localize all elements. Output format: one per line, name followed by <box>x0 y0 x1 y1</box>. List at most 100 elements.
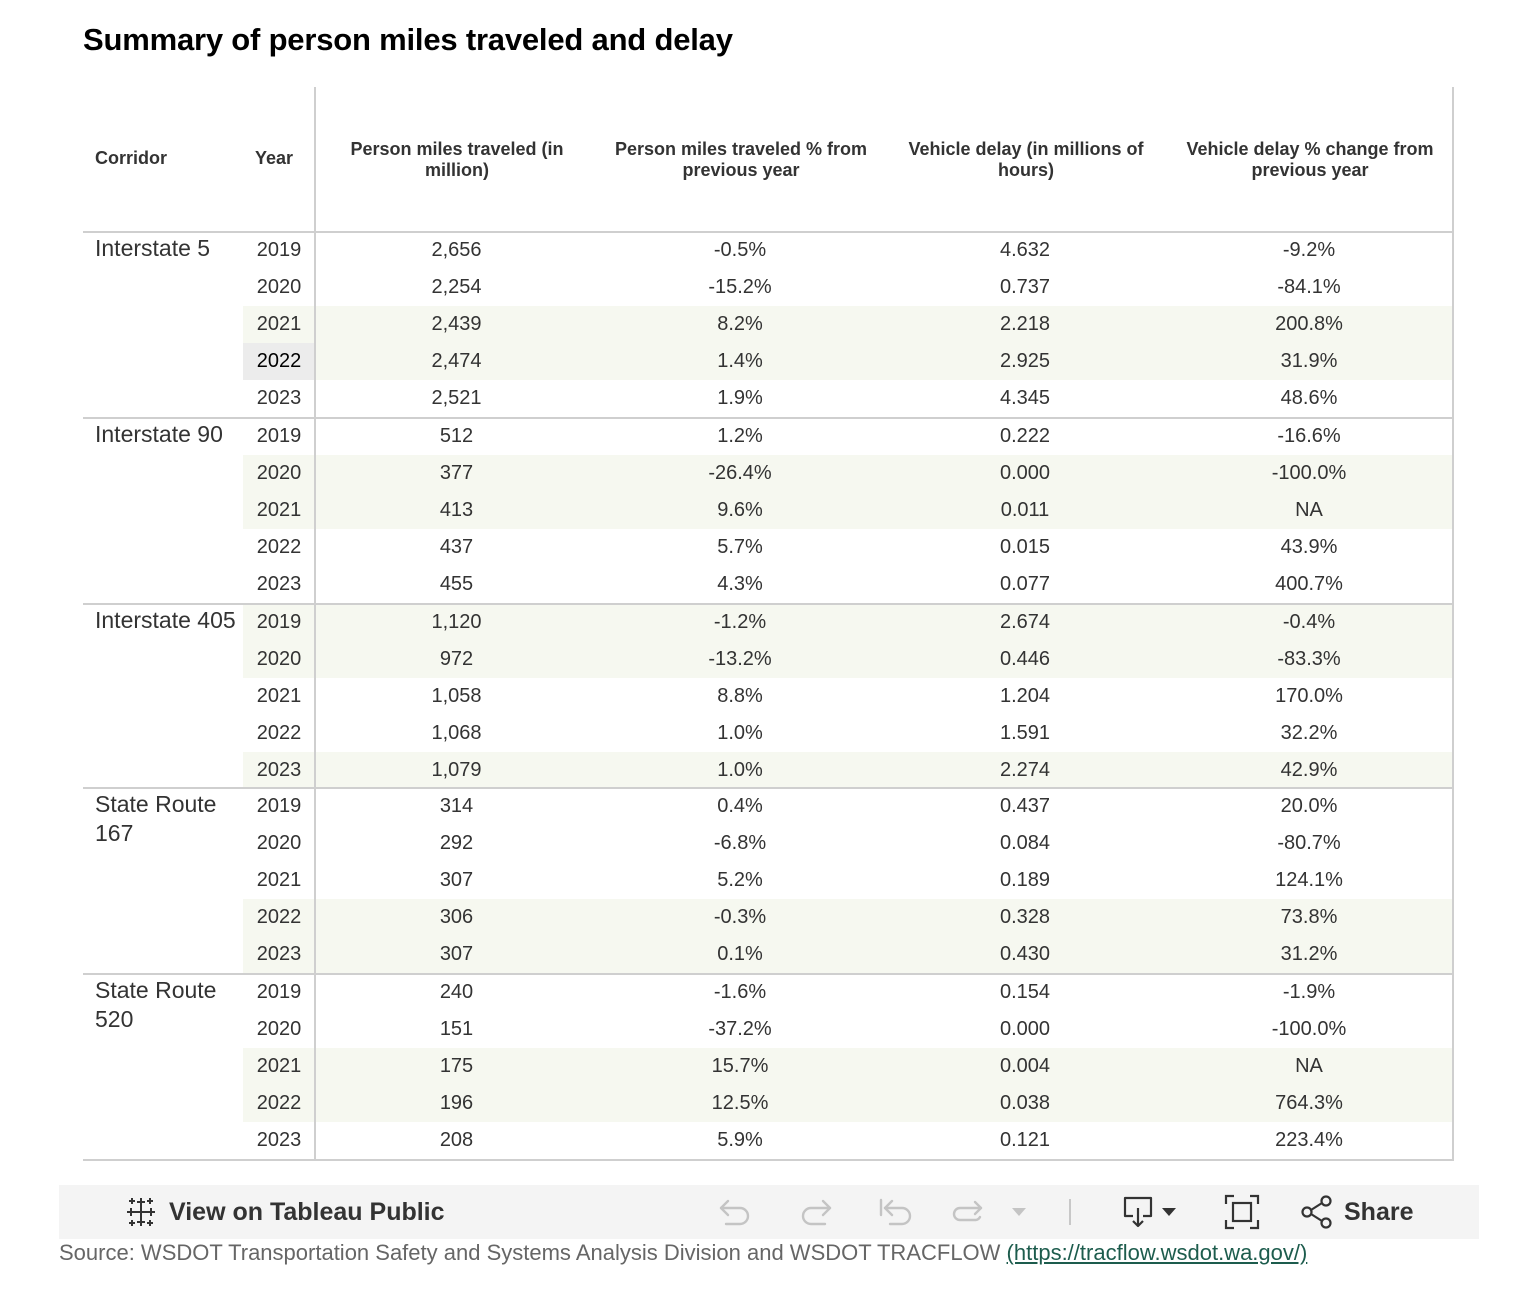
delay-cell[interactable]: 4.632 <box>999 239 1051 261</box>
delay-pct-cell[interactable]: 31.9% <box>1280 350 1338 372</box>
pmt-pct-cell[interactable]: -0.3% <box>713 906 767 928</box>
pmt-cell[interactable]: 1,058 <box>431 685 482 707</box>
delay-pct-cell[interactable]: -9.2% <box>1282 239 1336 261</box>
delay-cell[interactable]: 0.011 <box>1000 499 1050 521</box>
pmt-pct-cell[interactable]: 1.9% <box>717 387 763 409</box>
view-on-tableau-link[interactable]: View on Tableau Public <box>123 1185 445 1239</box>
pmt-pct-cell[interactable]: 8.2% <box>717 313 763 335</box>
delay-pct-cell[interactable]: 20.0% <box>1280 795 1338 817</box>
delay-cell[interactable]: 0.004 <box>999 1055 1051 1077</box>
pmt-cell[interactable]: 175 <box>439 1055 474 1077</box>
pmt-cell[interactable]: 307 <box>439 943 474 965</box>
pmt-cell[interactable]: 208 <box>439 1129 474 1151</box>
redo-icon[interactable] <box>799 1185 835 1239</box>
pmt-cell[interactable]: 512 <box>439 425 474 447</box>
delay-pct-cell[interactable]: -0.4% <box>1282 611 1336 633</box>
delay-pct-cell[interactable]: 43.9% <box>1280 536 1338 558</box>
year-cell[interactable]: 2022 <box>256 906 302 928</box>
year-cell[interactable]: 2021 <box>256 499 302 521</box>
delay-cell[interactable]: 0.328 <box>999 906 1051 928</box>
pmt-cell[interactable]: 413 <box>439 499 474 521</box>
pmt-pct-cell[interactable]: 9.6% <box>717 499 763 521</box>
year-cell[interactable]: 2019 <box>256 981 302 1003</box>
delay-cell[interactable]: 4.345 <box>999 387 1051 409</box>
pmt-cell[interactable]: 2,254 <box>431 276 482 298</box>
pmt-pct-cell[interactable]: -13.2% <box>708 648 772 670</box>
year-cell[interactable]: 2023 <box>256 943 302 965</box>
pmt-pct-cell[interactable]: -0.5% <box>713 239 767 261</box>
delay-pct-cell[interactable]: NA <box>1295 1055 1323 1077</box>
delay-cell[interactable]: 0.154 <box>999 981 1051 1003</box>
pmt-cell[interactable]: 437 <box>439 536 474 558</box>
delay-pct-cell[interactable]: 200.8% <box>1275 313 1343 335</box>
delay-cell[interactable]: 0.038 <box>999 1092 1051 1114</box>
year-cell[interactable]: 2019 <box>256 795 302 817</box>
year-cell[interactable]: 2022 <box>256 722 302 744</box>
pmt-cell[interactable]: 377 <box>439 462 474 484</box>
pmt-cell[interactable]: 314 <box>439 795 474 817</box>
delay-cell[interactable]: 0.000 <box>999 1018 1051 1040</box>
delay-pct-cell[interactable]: -16.6% <box>1277 425 1341 447</box>
caret-down-icon[interactable] <box>1011 1185 1027 1239</box>
pmt-pct-cell[interactable]: -1.6% <box>713 981 767 1003</box>
delay-pct-cell[interactable]: -84.1% <box>1277 276 1341 298</box>
delay-cell[interactable]: 0.222 <box>999 425 1051 447</box>
year-cell[interactable]: 2023 <box>256 1129 302 1151</box>
year-cell[interactable]: 2019 <box>256 425 302 447</box>
pmt-cell[interactable]: 455 <box>439 573 474 595</box>
delay-cell[interactable]: 0.015 <box>999 536 1051 558</box>
delay-pct-cell[interactable]: NA <box>1295 499 1323 521</box>
pmt-pct-cell[interactable]: -1.2% <box>713 611 767 633</box>
delay-pct-cell[interactable]: 73.8% <box>1280 906 1338 928</box>
refresh-icon[interactable] <box>949 1185 987 1239</box>
delay-cell[interactable]: 0.437 <box>999 795 1051 817</box>
delay-pct-cell[interactable]: 400.7% <box>1275 573 1343 595</box>
pmt-pct-cell[interactable]: 5.7% <box>717 536 763 558</box>
pmt-pct-cell[interactable]: 15.7% <box>711 1055 769 1077</box>
pmt-pct-cell[interactable]: 1.0% <box>717 722 763 744</box>
delay-cell[interactable]: 1.591 <box>999 722 1051 744</box>
pmt-cell[interactable]: 292 <box>439 832 474 854</box>
delay-pct-cell[interactable]: -80.7% <box>1277 832 1341 854</box>
year-cell[interactable]: 2020 <box>256 648 302 670</box>
pmt-cell[interactable]: 151 <box>439 1018 474 1040</box>
delay-cell[interactable]: 0.077 <box>999 573 1051 595</box>
delay-pct-cell[interactable]: -83.3% <box>1277 648 1341 670</box>
pmt-cell[interactable]: 240 <box>439 981 474 1003</box>
delay-pct-cell[interactable]: 124.1% <box>1275 869 1343 891</box>
pmt-cell[interactable]: 2,521 <box>431 387 482 409</box>
delay-pct-cell[interactable]: 223.4% <box>1275 1129 1343 1151</box>
year-cell[interactable]: 2023 <box>256 387 302 409</box>
undo-icon[interactable] <box>716 1185 752 1239</box>
delay-pct-cell[interactable]: 42.9% <box>1280 759 1338 781</box>
year-cell[interactable]: 2019 <box>256 611 302 633</box>
pmt-cell[interactable]: 306 <box>439 906 474 928</box>
delay-pct-cell[interactable]: -1.9% <box>1282 981 1336 1003</box>
delay-cell[interactable]: 0.189 <box>999 869 1051 891</box>
pmt-pct-cell[interactable]: 5.2% <box>717 869 763 891</box>
year-cell[interactable]: 2021 <box>256 313 302 335</box>
delay-pct-cell[interactable]: -100.0% <box>1271 462 1347 484</box>
year-cell[interactable]: 2023 <box>256 573 302 595</box>
delay-cell[interactable]: 2.274 <box>999 759 1051 781</box>
source-link[interactable]: (https://tracflow.wsdot.wa.gov/) <box>1006 1240 1308 1265</box>
delay-pct-cell[interactable]: -100.0% <box>1271 1018 1347 1040</box>
year-cell[interactable]: 2021 <box>256 869 302 891</box>
year-cell[interactable]: 2022 <box>243 343 315 380</box>
year-cell[interactable]: 2021 <box>256 1055 302 1077</box>
delay-cell[interactable]: 0.000 <box>999 462 1051 484</box>
year-cell[interactable]: 2020 <box>256 1018 302 1040</box>
share-button[interactable]: Share <box>1300 1185 1413 1239</box>
pmt-pct-cell[interactable]: -26.4% <box>708 462 772 484</box>
pmt-cell[interactable]: 972 <box>439 648 474 670</box>
pmt-cell[interactable]: 196 <box>439 1092 474 1114</box>
pmt-cell[interactable]: 1,079 <box>431 759 482 781</box>
delay-cell[interactable]: 0.446 <box>999 648 1051 670</box>
pmt-pct-cell[interactable]: 1.2% <box>717 425 763 447</box>
pmt-pct-cell[interactable]: -6.8% <box>713 832 767 854</box>
pmt-cell[interactable]: 2,656 <box>431 239 482 261</box>
delay-pct-cell[interactable]: 48.6% <box>1280 387 1338 409</box>
pmt-pct-cell[interactable]: 1.0% <box>717 759 763 781</box>
year-cell[interactable]: 2020 <box>256 462 302 484</box>
pmt-pct-cell[interactable]: 5.9% <box>717 1129 763 1151</box>
